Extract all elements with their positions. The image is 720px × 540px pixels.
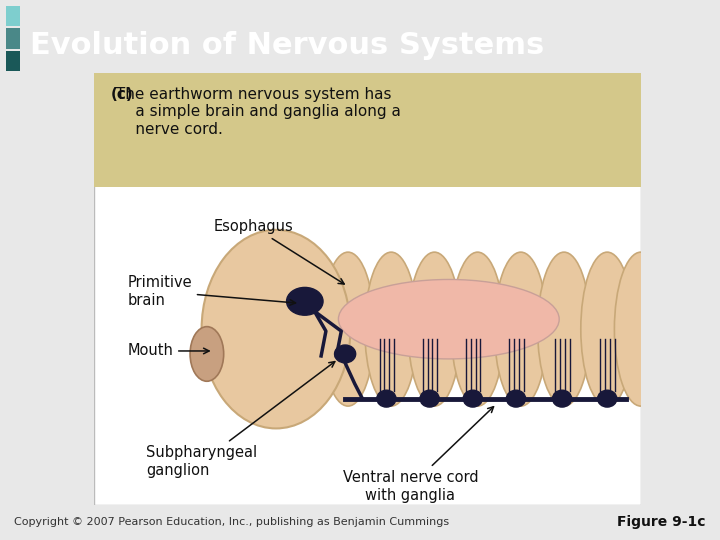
Text: Copyright © 2007 Pearson Education, Inc., publishing as Benjamin Cummings: Copyright © 2007 Pearson Education, Inc.… [14,517,449,526]
Ellipse shape [463,390,482,407]
Text: The earthworm nervous system has
     a simple brain and ganglia along a
     ne: The earthworm nervous system has a simpl… [111,87,401,137]
Ellipse shape [335,345,356,363]
Ellipse shape [338,280,559,359]
Ellipse shape [538,252,590,406]
Ellipse shape [451,252,504,406]
Text: Primitive
brain: Primitive brain [127,275,295,308]
Ellipse shape [202,230,351,428]
Text: Ventral nerve cord
with ganglia: Ventral nerve cord with ganglia [343,407,493,503]
Ellipse shape [365,252,418,406]
Ellipse shape [598,390,617,407]
Bar [6,6,20,26]
Bar [6,29,20,49]
Ellipse shape [190,327,224,381]
Ellipse shape [287,287,323,315]
Ellipse shape [322,252,374,406]
FancyBboxPatch shape [94,73,641,505]
Text: Esophagus: Esophagus [214,219,344,284]
Ellipse shape [506,390,526,407]
Text: Subpharyngeal
ganglion: Subpharyngeal ganglion [146,362,335,478]
Text: Mouth: Mouth [127,343,209,359]
Text: Evolution of Nervous Systems: Evolution of Nervous Systems [30,31,544,60]
Text: (c): (c) [111,87,134,102]
Text: Figure 9-1c: Figure 9-1c [617,515,706,529]
Ellipse shape [495,252,547,406]
Ellipse shape [552,390,572,407]
Ellipse shape [408,252,461,406]
Ellipse shape [614,252,667,406]
FancyBboxPatch shape [94,73,641,187]
Ellipse shape [581,252,634,406]
Ellipse shape [377,390,396,407]
Bar [6,51,20,71]
Ellipse shape [420,390,439,407]
